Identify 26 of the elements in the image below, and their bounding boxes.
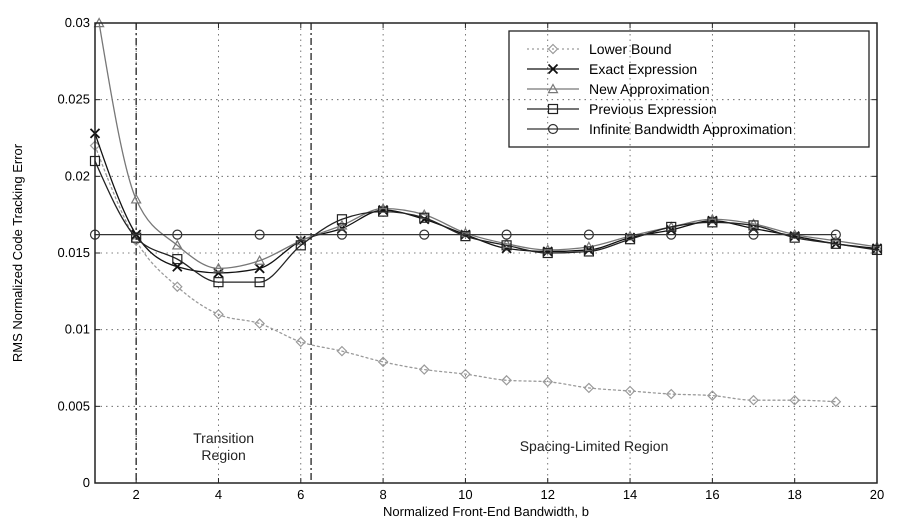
- x-tick-label: 14: [622, 487, 638, 502]
- legend-label: Infinite Bandwidth Approximation: [589, 121, 792, 137]
- x-tick-label: 20: [870, 487, 884, 502]
- y-tick-label: 0.01: [64, 322, 90, 337]
- x-axis-title: Normalized Front-End Bandwidth, b: [383, 504, 589, 519]
- y-axis-title: RMS Normalized Code Tracking Error: [10, 143, 25, 362]
- y-tick-label: 0: [82, 475, 90, 490]
- y-tick-label: 0.025: [57, 92, 90, 107]
- x-tick-label: 10: [458, 487, 473, 502]
- legend-label: Previous Expression: [589, 101, 717, 117]
- x-tick-label: 18: [787, 487, 802, 502]
- x-tick-label: 2: [132, 487, 140, 502]
- annotation: Spacing-Limited Region: [520, 438, 668, 454]
- x-tick-label: 6: [297, 487, 304, 502]
- x-tick-label: 16: [705, 487, 720, 502]
- annotation: Transition Region: [193, 430, 254, 463]
- legend-label: Exact Expression: [589, 61, 698, 77]
- x-tick-label: 4: [214, 487, 222, 502]
- y-tick-label: 0.005: [57, 398, 90, 414]
- y-tick-label: 0.03: [64, 15, 90, 30]
- y-tick-label: 0.02: [64, 168, 90, 184]
- x-tick-label: 12: [540, 487, 555, 502]
- legend-label: New Approximation: [589, 81, 710, 97]
- legend-label: Lower Bound: [589, 41, 672, 57]
- y-tick-label: 0.015: [57, 245, 90, 260]
- x-tick-label: 8: [379, 487, 387, 502]
